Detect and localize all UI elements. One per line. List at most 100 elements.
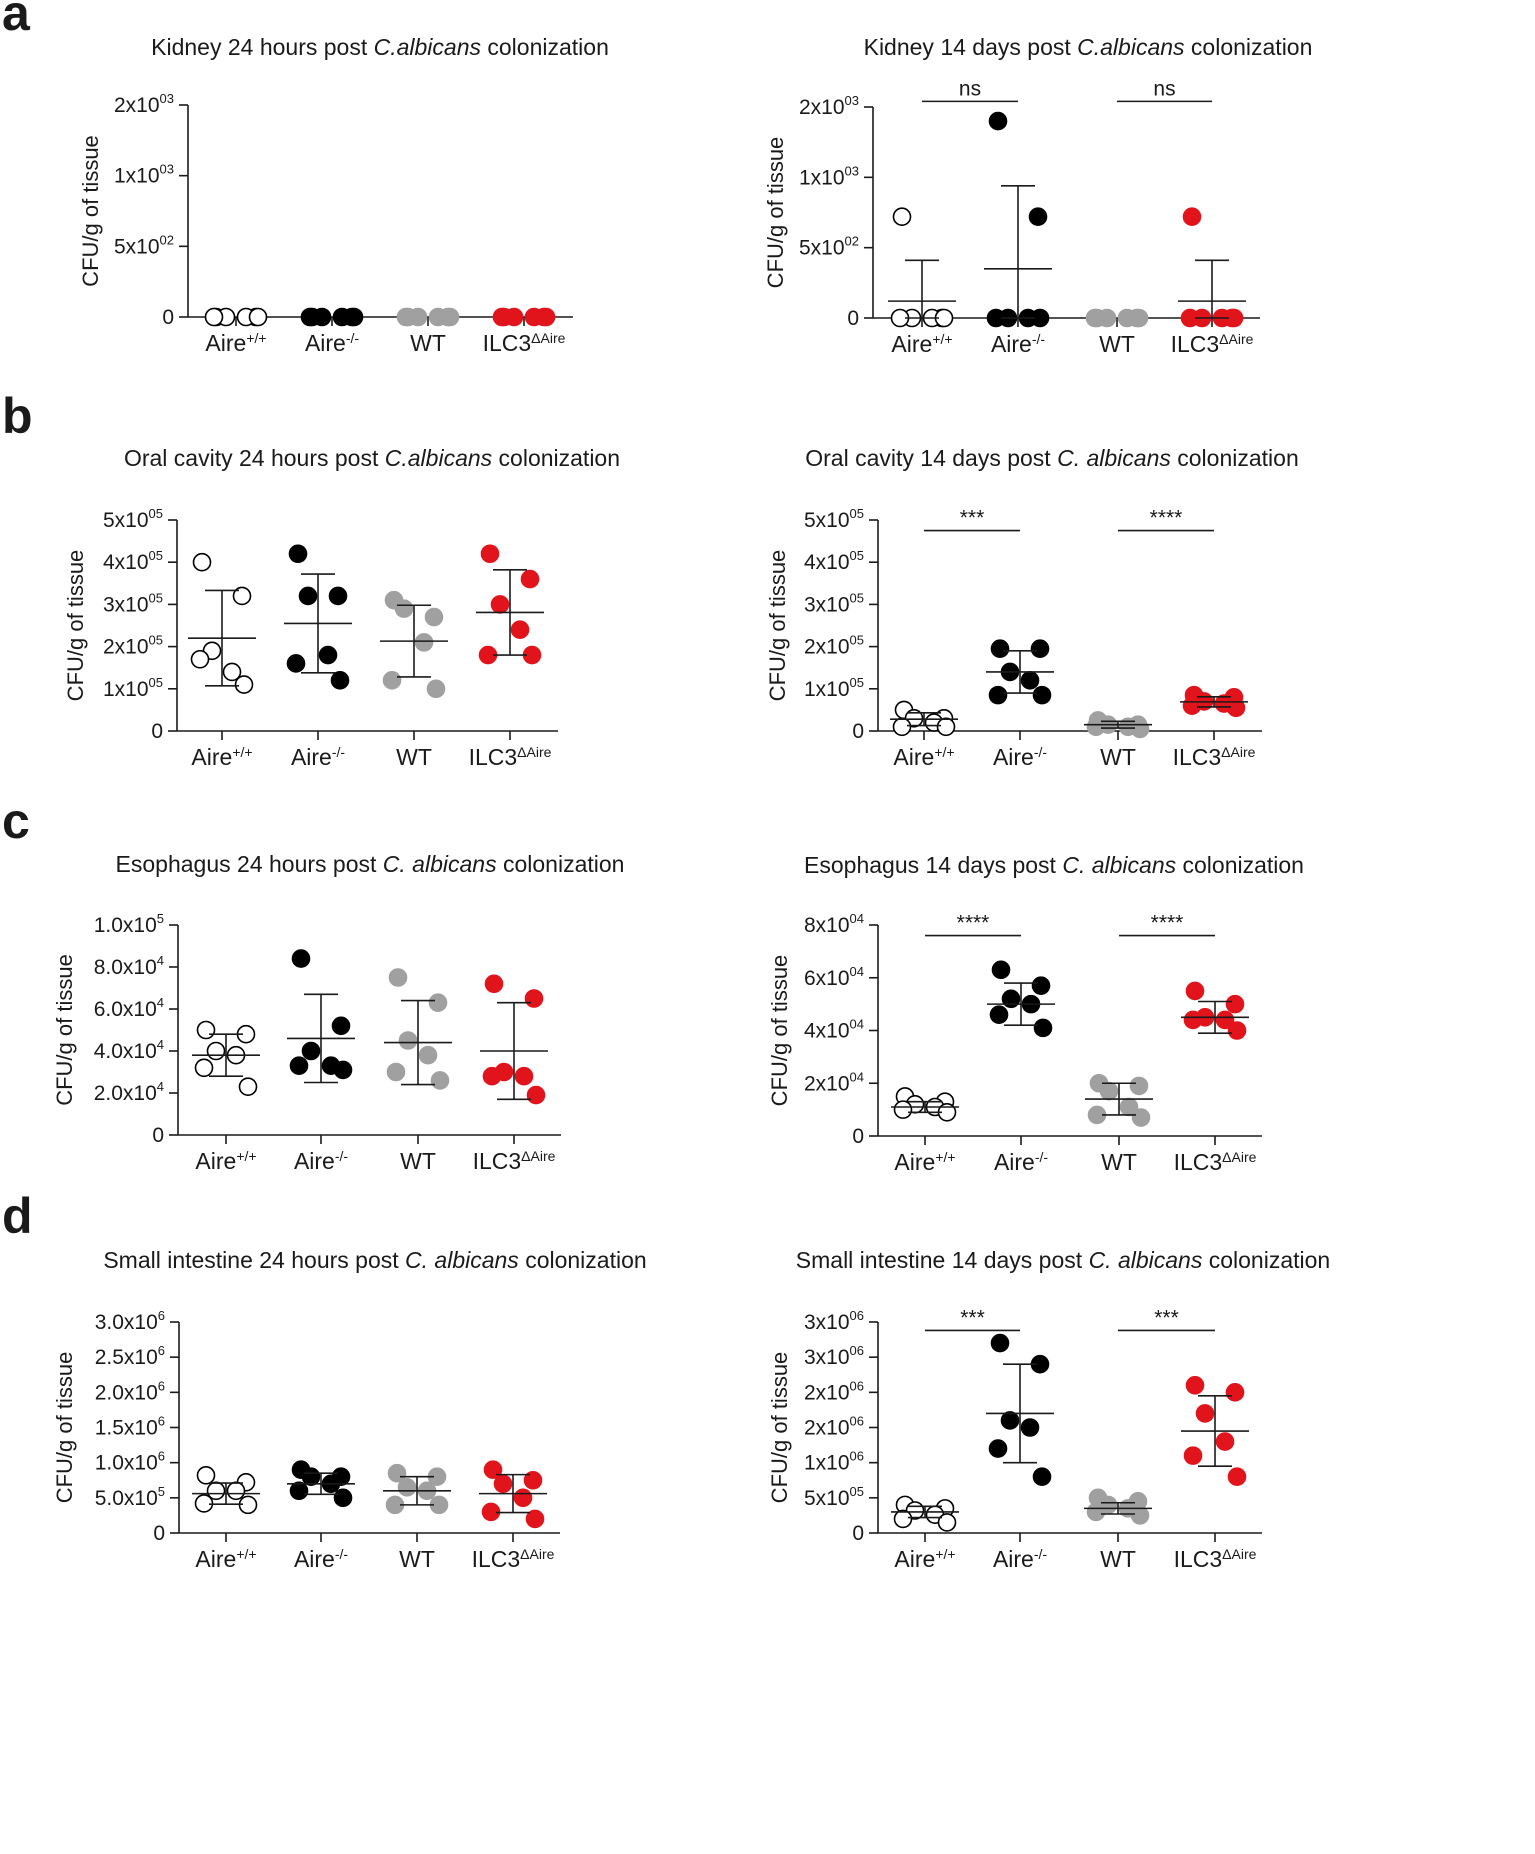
y-axis-label: CFU/g of tissue (78, 135, 103, 287)
series-ILC3ΔAire (479, 1460, 547, 1529)
y-tick-label: 2x1005 (103, 633, 163, 659)
data-point (418, 1045, 438, 1065)
data-point (893, 1100, 913, 1119)
data-point (482, 1066, 502, 1086)
data-point (988, 111, 1008, 131)
chart-title: Oral cavity 24 hours post C.albicans col… (124, 445, 620, 471)
significance-label: **** (1151, 912, 1184, 935)
data-point (892, 207, 912, 227)
data-point (331, 1016, 351, 1036)
x-tick-label: ILC3ΔAire (469, 744, 552, 770)
data-point (194, 1058, 214, 1078)
y-tick-label: 2.0x106 (95, 1378, 165, 1404)
x-tick-label: ILC3ΔAire (1173, 744, 1256, 770)
data-point (490, 595, 510, 614)
data-point (514, 1066, 534, 1086)
panel-letter-d: d (2, 1188, 33, 1244)
data-point (892, 717, 912, 737)
data-point (1086, 1502, 1106, 1522)
y-axis-label: CFU/g of tissue (52, 954, 77, 1106)
data-point (1185, 981, 1205, 1001)
y-axis-label: CFU/g of tissue (767, 955, 792, 1107)
data-point (1183, 1010, 1203, 1030)
y-tick-label: 5x1005 (804, 1484, 864, 1510)
x-tick-label: Aire+/+ (893, 744, 954, 770)
series-ILC3ΔAire (1181, 1376, 1249, 1487)
data-point (301, 1467, 321, 1487)
data-point (1129, 308, 1149, 328)
data-point (300, 307, 320, 327)
data-point (1033, 1018, 1053, 1038)
panel-letter-a: a (2, 0, 31, 41)
chart-title: Small intestine 14 days post C. albicans… (796, 1247, 1330, 1273)
data-point (386, 1062, 406, 1082)
data-point (1086, 717, 1106, 737)
x-tick-label: Aire-/- (993, 1546, 1047, 1572)
data-point (492, 307, 512, 327)
data-point (1182, 207, 1202, 227)
y-tick-label: 1.0x105 (94, 911, 164, 937)
series-WT (1085, 1073, 1153, 1127)
series-WT (383, 1463, 451, 1515)
series-Aire-/- (984, 111, 1052, 328)
data-point (397, 1477, 417, 1497)
significance-label: **** (1150, 507, 1183, 530)
data-point (232, 586, 252, 606)
series-WT (380, 590, 448, 699)
series-WT (396, 307, 460, 327)
data-point (394, 599, 414, 618)
data-point (234, 675, 254, 694)
y-tick-label: 3x1006 (804, 1343, 864, 1369)
y-tick-label: 2x1006 (804, 1414, 864, 1440)
series-Aire+/+ (204, 307, 268, 327)
y-tick-label: 0 (153, 1522, 165, 1545)
y-tick-label: 6x1004 (804, 964, 864, 990)
data-point (1129, 1076, 1149, 1096)
series-Aire+/+ (891, 1495, 959, 1532)
y-tick-label: 1x1006 (804, 1449, 864, 1475)
y-tick-label: 2x1004 (804, 1069, 864, 1095)
data-point (440, 307, 460, 327)
x-tick-label: WT (1100, 1546, 1136, 1572)
data-point (1130, 1506, 1150, 1525)
series-Aire-/- (987, 960, 1055, 1038)
data-point (990, 1333, 1010, 1353)
data-point (1085, 308, 1105, 328)
data-point (222, 662, 242, 682)
x-tick-label: Aire-/- (305, 330, 359, 356)
x-tick-label: ILC3ΔAire (1174, 1546, 1257, 1572)
data-point (226, 1481, 246, 1501)
x-tick-label: Aire+/+ (891, 331, 952, 357)
y-tick-label: 5x1002 (799, 234, 859, 260)
series-Aire+/+ (891, 1087, 959, 1122)
data-point (1099, 1081, 1119, 1101)
data-point (893, 1509, 913, 1529)
data-point (1131, 1108, 1151, 1127)
series-Aire+/+ (890, 700, 958, 737)
series-Aire-/- (986, 1333, 1054, 1487)
data-point (289, 1056, 309, 1075)
panel-letter-c: c (2, 793, 30, 849)
y-tick-label: 5x1002 (114, 232, 174, 258)
data-point (428, 993, 448, 1013)
data-point (382, 671, 402, 690)
x-tick-label: WT (410, 330, 446, 356)
x-tick-label: Aire-/- (993, 744, 1047, 770)
chart-title: Esophagus 14 days post C. albicans colon… (804, 852, 1304, 878)
y-tick-label: 3.0x106 (95, 1308, 165, 1334)
significance-label: ns (1153, 77, 1175, 100)
chart-8: Small intestine 14 days post C. albicans… (767, 1247, 1330, 1572)
series-ILC3ΔAire (1180, 685, 1248, 718)
data-point (493, 1474, 513, 1494)
data-point (196, 1020, 216, 1040)
data-point (523, 1470, 543, 1490)
x-tick-label: Aire+/+ (894, 1149, 955, 1175)
data-point (988, 685, 1008, 705)
data-point (1226, 698, 1246, 718)
y-tick-label: 4x1005 (103, 548, 163, 574)
series-ILC3ΔAire (476, 544, 544, 665)
charts: Kidney 24 hours post C.albicans coloniza… (52, 34, 1330, 1572)
x-tick-label: Aire-/- (294, 1148, 348, 1174)
y-tick-label: 2x1006 (804, 1378, 864, 1404)
significance-label: *** (1154, 1306, 1179, 1329)
